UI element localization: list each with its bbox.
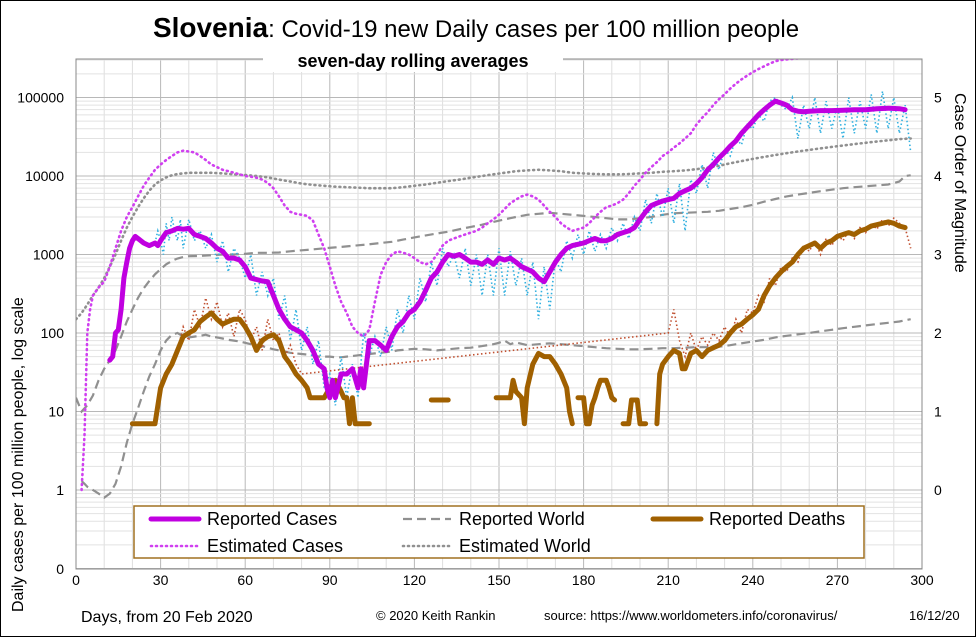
y2-tick-label: 1 xyxy=(934,404,942,420)
x-tick-label: 60 xyxy=(237,572,253,588)
series-line-reported-deaths xyxy=(129,310,372,427)
y2-tick-label: 2 xyxy=(934,325,942,341)
y-tick-labels: 0 1 10 100 1000 10000 100000 xyxy=(17,90,64,578)
y-axis-label: Daily cases per 100 million people, log … xyxy=(10,297,27,612)
x-tick-label: 300 xyxy=(910,572,934,588)
credit-text: © 2020 Keith Rankin xyxy=(376,608,495,623)
y-tick-label: 1 xyxy=(56,482,64,498)
series-line-estimated-cases xyxy=(80,59,805,492)
y-tick-label: 10 xyxy=(48,404,64,420)
series-line-reported-cases-daily xyxy=(154,91,912,406)
series-line-reported-deaths xyxy=(620,397,649,427)
x-tick-label: 210 xyxy=(657,572,681,588)
source-text: source: https://www.worldometers.info/co… xyxy=(544,608,838,623)
x-tick-label: 30 xyxy=(153,572,169,588)
x-tick-label: 0 xyxy=(72,572,80,588)
x-tick-label: 120 xyxy=(403,572,427,588)
y2-tick-label: 5 xyxy=(934,90,942,106)
chart-subtitle: seven-day rolling averages xyxy=(297,51,528,71)
series-line-reported-cases xyxy=(107,98,908,401)
x-tick-label: 240 xyxy=(741,572,765,588)
series-line-estimated-world xyxy=(76,137,913,321)
legend-label: Reported World xyxy=(459,509,585,529)
chart-title-country: Slovenia xyxy=(153,12,269,43)
legend: Reported Cases Reported World Reported Dea… xyxy=(133,505,865,559)
x-tick-label: 150 xyxy=(487,572,511,588)
grid xyxy=(75,59,923,569)
x-tick-label: 180 xyxy=(572,572,596,588)
legend-label: Estimated World xyxy=(459,536,591,556)
x-axis-label: Days, from 20 Feb 2020 xyxy=(81,609,253,626)
x-tick-label: 270 xyxy=(826,572,850,588)
series-lines xyxy=(76,59,913,499)
chart-title: Slovenia: Covid-19 new Daily cases per 1… xyxy=(153,12,799,43)
series-line-reported-deaths xyxy=(493,350,575,427)
y-tick-label: 1000 xyxy=(33,247,64,263)
y2-tick-label: 3 xyxy=(934,247,942,263)
legend-label: Estimated Cases xyxy=(207,536,343,556)
y-tick-label: 10000 xyxy=(25,168,64,184)
legend-label: Reported Deaths xyxy=(709,509,845,529)
legend-box xyxy=(133,505,865,559)
y2-axis-label: Case Order of Magnitude xyxy=(951,93,968,273)
date-text: 16/12/20 xyxy=(909,608,960,623)
legend-label: Reported Cases xyxy=(207,509,337,529)
x-tick-labels: 0 30 60 90 120 150 180 210 240 270 300 xyxy=(72,572,934,588)
chart-title-rest: : Covid-19 new Daily cases per 100 milli… xyxy=(268,16,799,43)
series-line-reported-deaths xyxy=(575,377,618,427)
y-tick-label: 100 xyxy=(41,325,65,341)
y2-tick-label: 4 xyxy=(934,168,942,184)
series-line-reported-world xyxy=(80,318,911,499)
y-tick-label: 0 xyxy=(56,561,64,577)
series-line-reported-world-upper xyxy=(76,174,911,414)
x-tick-label: 90 xyxy=(322,572,338,588)
series-line-reported-deaths xyxy=(654,219,908,427)
y-tick-label: 100000 xyxy=(17,90,64,106)
y2-tick-labels: 0 1 2 3 4 5 xyxy=(934,90,942,499)
y2-tick-label: 0 xyxy=(934,482,942,498)
